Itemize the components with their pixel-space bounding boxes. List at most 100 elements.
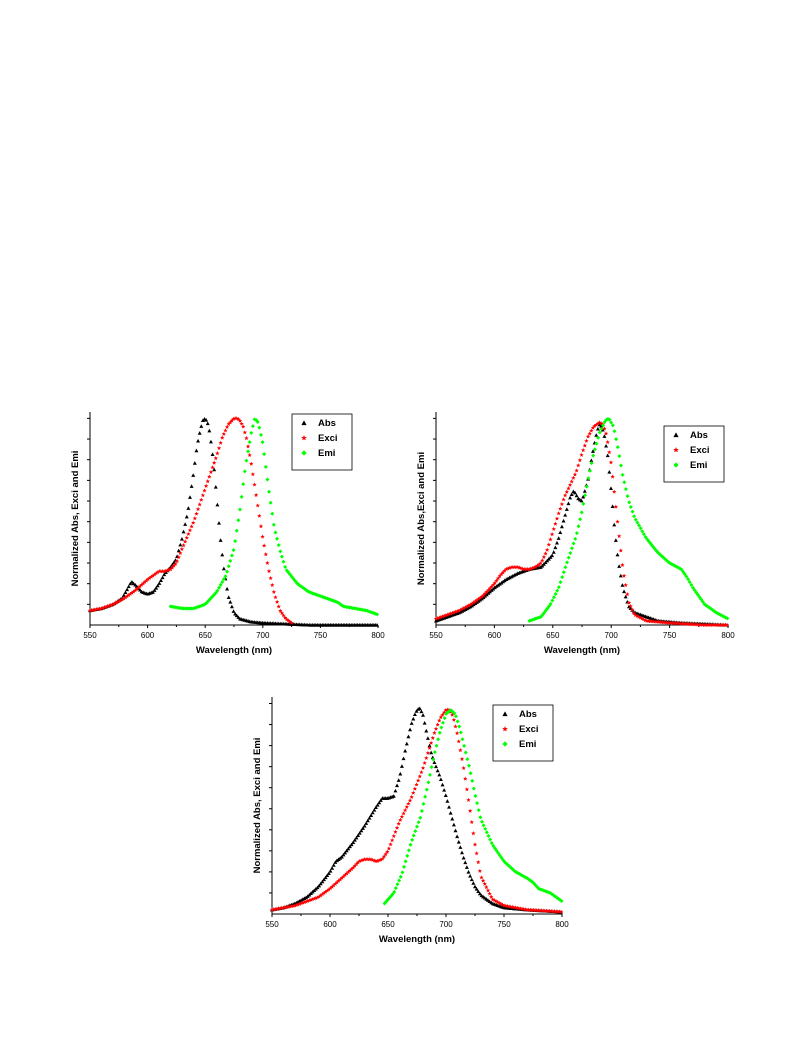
- data-point: [565, 560, 570, 565]
- data-point: [145, 576, 151, 582]
- data-point: [199, 497, 204, 502]
- data-point: [271, 522, 276, 527]
- data-point: [536, 562, 542, 567]
- data-point: [550, 598, 555, 603]
- data-point: [640, 529, 645, 534]
- data-point: [707, 605, 712, 610]
- data-point: [579, 452, 584, 457]
- data-point: [326, 597, 331, 602]
- data-point: [403, 859, 408, 864]
- data-point: [594, 422, 599, 427]
- data-point: [176, 554, 181, 560]
- data-point: [218, 440, 223, 445]
- data-point: [215, 588, 220, 593]
- data-point: [551, 595, 556, 600]
- data-point: [638, 526, 643, 531]
- data-point: [179, 537, 184, 541]
- data-point: [364, 821, 369, 825]
- data-point: [599, 424, 604, 428]
- data-point: [124, 594, 130, 599]
- data-point: [556, 511, 561, 516]
- data-point: [510, 867, 515, 872]
- data-point: [486, 833, 491, 838]
- data-point: [234, 528, 239, 533]
- data-point: [257, 513, 262, 518]
- data-point: [497, 573, 502, 578]
- data-point: [373, 858, 379, 864]
- data-point: [543, 889, 548, 894]
- data-point: [499, 571, 504, 577]
- data-point: [399, 764, 404, 768]
- data-point: [648, 541, 653, 546]
- data-point: [349, 842, 354, 847]
- data-point: [414, 782, 419, 787]
- data-point: [199, 424, 204, 428]
- data-point: [367, 816, 372, 820]
- data-point: [459, 606, 465, 611]
- data-point: [584, 484, 589, 489]
- x-tick-label: 800: [555, 920, 569, 929]
- data-point: [582, 489, 587, 493]
- legend-marker-exci: [301, 435, 307, 441]
- chart-top-left: 550 600 650 700 750 800 Wavelength (nm) Normali…: [70, 412, 385, 656]
- data-point: [558, 506, 563, 511]
- data-point: [212, 467, 217, 472]
- data-point: [638, 615, 643, 620]
- data-point: [492, 580, 498, 585]
- data-point: [515, 564, 520, 570]
- data-point: [566, 486, 571, 491]
- data-point: [241, 482, 246, 487]
- data-point: [584, 438, 589, 443]
- data-point: [284, 617, 289, 622]
- data-point: [426, 780, 431, 785]
- data-point: [555, 588, 560, 593]
- data-point: [303, 899, 309, 904]
- data-point: [574, 468, 579, 473]
- data-point: [724, 622, 730, 627]
- data-point: [689, 582, 694, 587]
- data-point: [271, 589, 277, 594]
- data-point: [393, 829, 398, 834]
- data-point: [398, 874, 403, 879]
- data-point: [323, 889, 328, 894]
- data-point: [585, 434, 591, 439]
- data-point: [142, 579, 148, 584]
- data-point: [433, 616, 439, 621]
- data-point: [451, 822, 456, 827]
- data-point: [451, 610, 457, 615]
- data-point: [411, 716, 416, 721]
- data-point: [591, 453, 596, 458]
- data-point: [343, 850, 348, 855]
- data-point: [237, 418, 243, 423]
- data-point: [580, 447, 586, 453]
- data-point: [455, 608, 460, 614]
- data-point: [112, 601, 117, 606]
- data-point: [289, 903, 294, 909]
- data-point: [281, 613, 286, 618]
- data-point: [294, 580, 299, 585]
- data-point: [431, 757, 436, 762]
- data-point: [224, 424, 230, 429]
- data-point: [412, 712, 417, 717]
- data-point: [121, 596, 127, 601]
- data-point: [362, 857, 367, 862]
- data-point: [284, 904, 289, 909]
- data-point: [401, 811, 406, 816]
- data-point: [600, 427, 605, 432]
- data-point: [626, 600, 632, 605]
- data-point: [482, 591, 488, 596]
- data-point: [137, 587, 142, 592]
- data-point: [622, 589, 627, 594]
- data-point: [126, 584, 131, 589]
- data-point: [461, 605, 466, 611]
- data-point: [429, 765, 434, 770]
- data-point: [99, 606, 104, 611]
- data-point: [273, 906, 278, 912]
- data-point: [191, 606, 196, 611]
- data-point: [375, 802, 380, 807]
- data-point: [581, 501, 586, 506]
- data-point: [441, 710, 447, 715]
- data-point: [312, 896, 317, 901]
- data-point: [414, 709, 419, 713]
- data-point: [541, 888, 546, 893]
